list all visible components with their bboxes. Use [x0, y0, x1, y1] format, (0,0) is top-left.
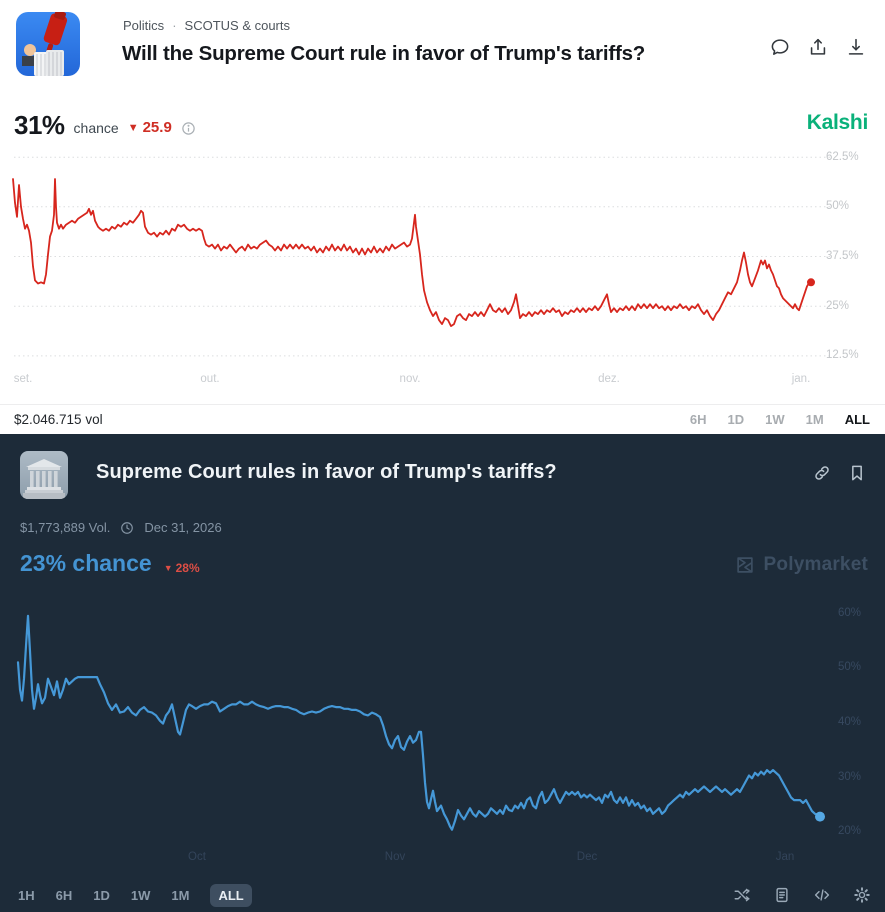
range-all[interactable]: ALL — [210, 883, 252, 907]
polymarket-watermark: Polymarket — [734, 554, 868, 576]
time-range-selector: 6H 1D 1W 1M ALL — [690, 412, 870, 427]
price-stats: 31% chance ▼ 25.9 — [14, 110, 196, 141]
range-6h[interactable]: 6H — [689, 412, 707, 427]
market-title: Will the Supreme Court rule in favor of … — [122, 42, 646, 65]
comment-icon[interactable] — [769, 36, 791, 58]
y-axis-tick-label: 30% — [838, 770, 862, 783]
chance-value: 23% chance — [20, 550, 152, 576]
x-axis-tick-label: nov. — [399, 373, 421, 385]
chance-label: chance — [73, 119, 119, 136]
breadcrumb-separator: · — [172, 18, 177, 33]
x-axis-tick-label: out. — [200, 373, 220, 385]
kalshi-price-chart: 62.5% 50% 37.5% 25% 12.5% set. out. nov. dez. ja… — [0, 150, 885, 385]
settings-gear-icon[interactable] — [853, 886, 871, 904]
price-change: ▼ 25.9 — [128, 119, 172, 136]
polymarket-market-card: Supreme Court rules in favor of Trump's … — [0, 434, 885, 912]
kalshi-logo: Kalshi — [806, 111, 869, 134]
range-1m[interactable]: 1M — [171, 887, 190, 903]
change-value: 28% — [175, 561, 200, 575]
breadcrumb-category[interactable]: Politics — [123, 18, 165, 33]
y-axis-tick-label: 62.5% — [826, 150, 859, 163]
price-stats: 23% chance ▼ 28% — [20, 550, 200, 577]
y-axis-tick-label: 60% — [838, 606, 862, 619]
range-1d[interactable]: 1D — [93, 887, 110, 903]
x-axis-tick-label: jan. — [791, 373, 811, 385]
market-meta: $1,773,889 Vol. Dec 31, 2026 — [20, 520, 222, 535]
change-value: 25.9 — [142, 119, 172, 136]
clock-icon — [121, 521, 134, 534]
document-icon[interactable] — [773, 886, 791, 904]
range-1d[interactable]: 1D — [727, 412, 745, 427]
x-axis-tick-label: dez. — [598, 373, 620, 385]
x-axis-tick-label: Nov — [384, 851, 406, 863]
breadcrumb-subcategory[interactable]: SCOTUS & courts — [184, 18, 290, 33]
polymarket-logo-icon — [736, 557, 753, 573]
polymarket-chart-footer: 1H 6H 1D 1W 1M ALL — [0, 878, 885, 912]
end-date: Dec 31, 2026 — [144, 520, 222, 535]
range-1w[interactable]: 1W — [765, 412, 785, 427]
y-axis-tick-label: 40% — [838, 715, 862, 728]
range-1w[interactable]: 1W — [130, 887, 151, 903]
breadcrumb: Politics · SCOTUS & courts — [123, 18, 290, 33]
kalshi-market-card: Politics · SCOTUS & courts Will the Supr… — [0, 0, 885, 434]
bookmark-icon[interactable] — [847, 463, 867, 483]
y-axis-tick-label: 50% — [838, 661, 862, 674]
chart-tools — [733, 886, 871, 904]
link-icon[interactable] — [812, 463, 832, 483]
price-change: ▼ 28% — [164, 561, 200, 575]
down-arrow-icon: ▼ — [163, 563, 173, 573]
polymarket-logo-text: Polymarket — [763, 554, 868, 575]
x-axis-tick-label: set. — [13, 373, 33, 385]
y-axis-tick-label: 20% — [838, 825, 862, 838]
chance-value: 31% — [14, 110, 65, 140]
market-title: Supreme Court rules in favor of Trump's … — [96, 461, 557, 483]
share-icon[interactable] — [807, 36, 829, 58]
info-icon[interactable] — [181, 121, 196, 136]
download-icon[interactable] — [845, 36, 867, 58]
code-embed-icon[interactable] — [813, 886, 831, 904]
shuffle-icon[interactable] — [733, 886, 751, 904]
x-axis: set. out. nov. dez. jan. — [0, 373, 885, 387]
volume-label: $1,773,889 Vol. — [20, 520, 111, 535]
time-range-selector: 1H 6H 1D 1W 1M ALL — [18, 883, 252, 907]
range-1m[interactable]: 1M — [805, 412, 824, 427]
range-6h[interactable]: 6H — [55, 887, 73, 903]
x-axis-tick-label: Jan — [775, 851, 795, 863]
kalshi-chart-footer: $2.046.715 vol 6H 1D 1W 1M ALL — [0, 404, 885, 434]
line-chart — [16, 614, 825, 831]
y-axis-tick-label: 12.5% — [826, 349, 859, 362]
x-axis-tick-label: Dec — [576, 851, 598, 863]
polymarket-price-chart: 60% 50% 40% 30% 20% Oct Nov Dec Jan — [0, 595, 885, 863]
market-avatar-supreme-court — [20, 451, 68, 499]
y-axis-tick-label: 25% — [826, 299, 850, 312]
range-all[interactable]: ALL — [844, 412, 870, 427]
line-chart — [12, 156, 830, 357]
x-axis: Oct Nov Dec Jan — [0, 851, 885, 865]
y-axis-tick-label: 37.5% — [826, 250, 859, 262]
range-1h[interactable]: 1H — [18, 887, 35, 903]
market-avatar-gavel — [16, 12, 80, 76]
down-arrow-icon: ▼ — [127, 121, 139, 134]
x-axis-tick-label: Oct — [188, 851, 206, 863]
volume-label: $2.046.715 vol — [14, 412, 103, 427]
y-axis-tick-label: 50% — [826, 200, 850, 213]
